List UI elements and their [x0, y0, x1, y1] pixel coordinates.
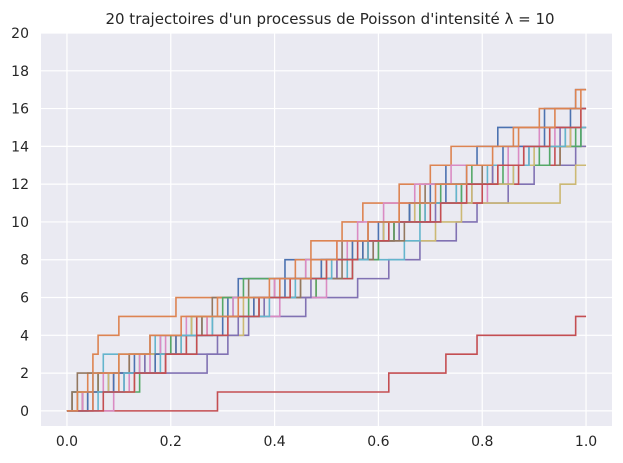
plot-area: [41, 33, 612, 426]
y-tick-label: 20: [11, 26, 29, 42]
x-tick-label: 0.6: [367, 434, 389, 450]
x-tick-label: 0.2: [160, 434, 182, 450]
y-tick-label: 2: [20, 366, 29, 382]
x-tick-label: 0.0: [56, 434, 78, 450]
x-tick-label: 1.0: [575, 434, 597, 450]
y-tick-label: 8: [20, 253, 29, 269]
y-tick-label: 16: [11, 102, 29, 118]
x-tick-label: 0.8: [471, 434, 493, 450]
y-tick-label: 10: [11, 215, 29, 231]
trajectory-18: [66, 126, 587, 412]
y-tick-label: 18: [11, 64, 29, 80]
y-tick-label: 0: [20, 404, 29, 420]
series-layer: [66, 88, 587, 412]
y-tick-label: 6: [20, 291, 29, 307]
trajectory-15: [66, 126, 587, 412]
y-tick-label: 12: [11, 177, 29, 193]
x-axis-ticks: 0.0 0.2 0.4 0.6 0.8 1.0: [56, 434, 597, 450]
trajectory-14: [66, 126, 587, 412]
trajectory-8: [66, 88, 587, 412]
trajectory-1: [66, 315, 587, 412]
y-tick-label: 14: [11, 139, 29, 155]
trajectory-19: [66, 107, 587, 412]
trajectory-13: [66, 126, 587, 412]
y-axis-ticks: 0 2 4 6 8 10 12 14 16 18 20: [11, 26, 29, 420]
trajectory-20: [66, 88, 587, 412]
y-tick-label: 4: [20, 328, 29, 344]
chart-title: 20 trajectoires d'un processus de Poisso…: [105, 10, 554, 28]
x-tick-label: 0.4: [263, 434, 285, 450]
